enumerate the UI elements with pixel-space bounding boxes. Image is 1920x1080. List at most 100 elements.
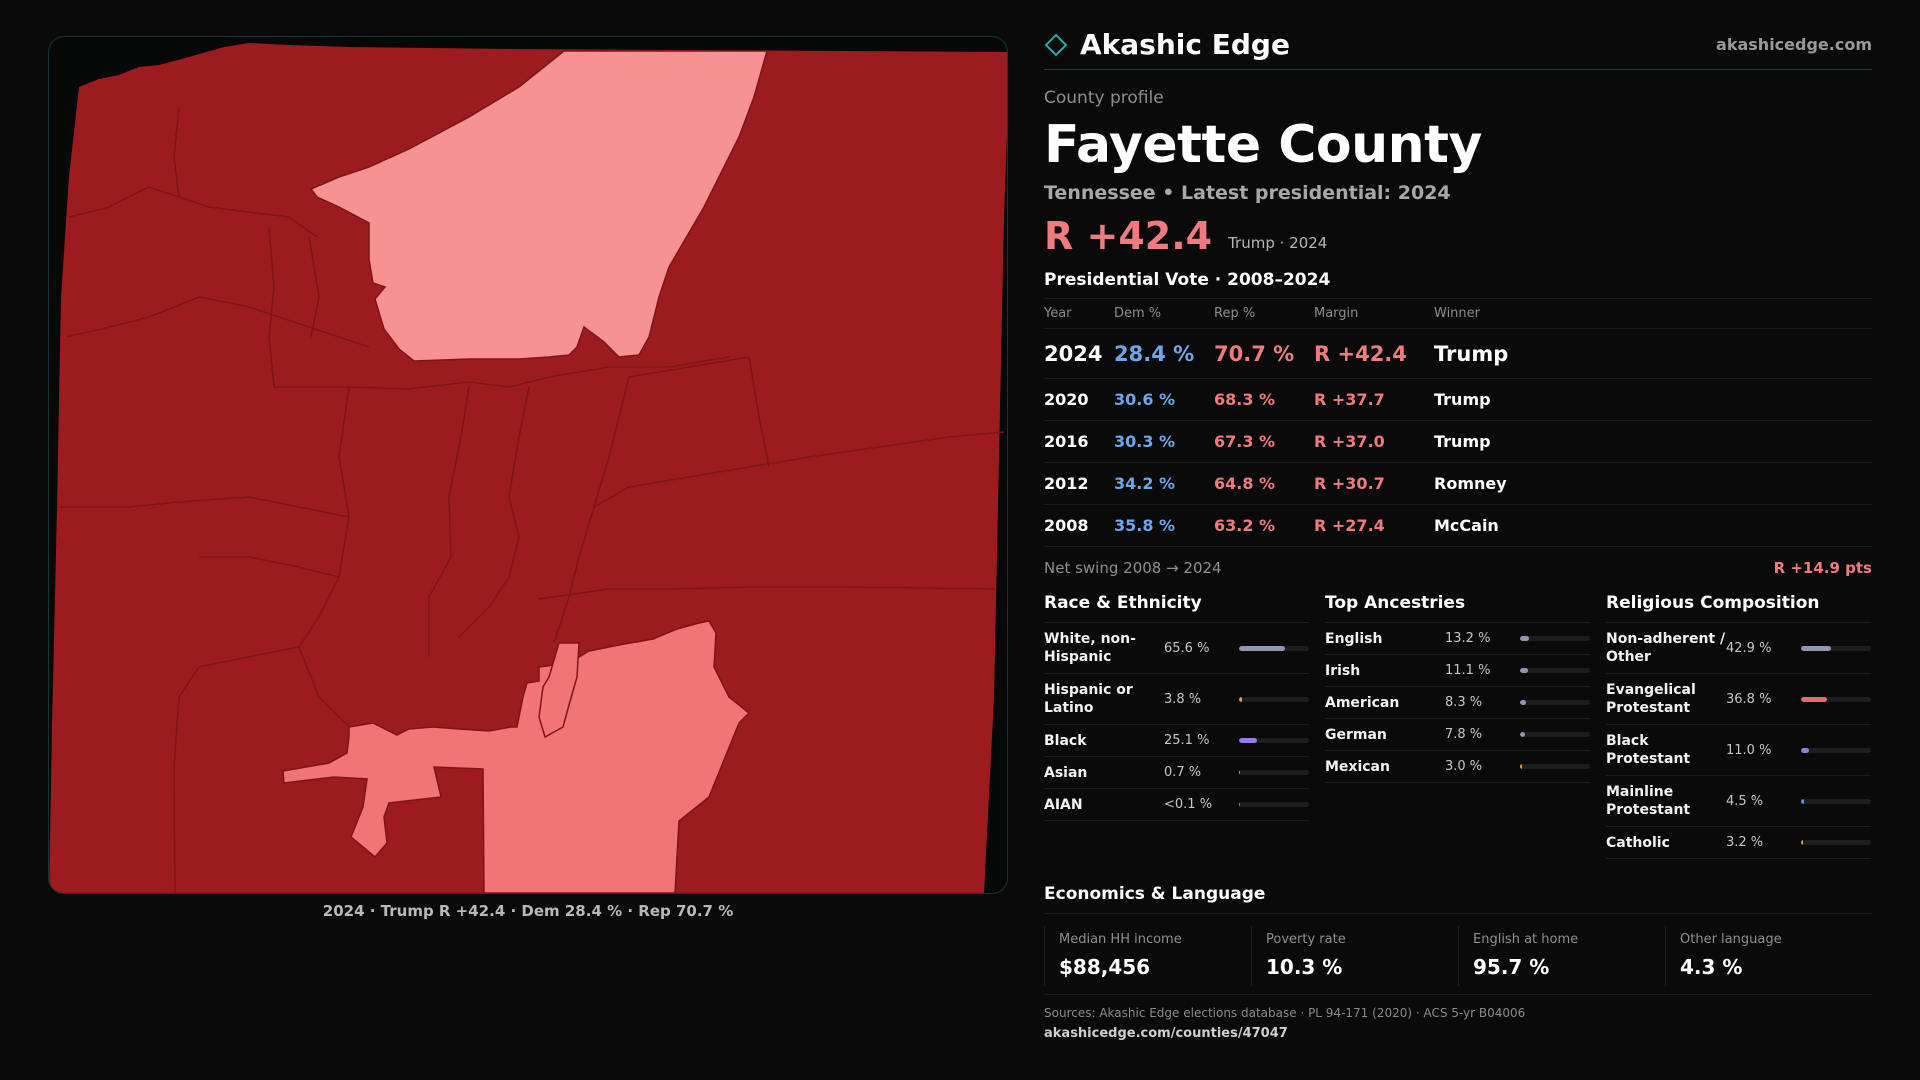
item-value: 3.0 % bbox=[1445, 759, 1483, 774]
item-label: Black Protestant bbox=[1606, 733, 1691, 767]
economics-cards: Median HH income $88,456 Poverty rate 10… bbox=[1044, 926, 1872, 986]
economics-title: Economics & Language bbox=[1044, 884, 1872, 914]
item-bar bbox=[1801, 696, 1871, 702]
cell-margin: R +37.7 bbox=[1314, 378, 1434, 421]
brand-name: Akashic Edge bbox=[1080, 28, 1290, 61]
cell-year: 2012 bbox=[1044, 462, 1114, 505]
item-value: 4.5 % bbox=[1726, 793, 1764, 809]
brand-header: Akashic Edge akashicedge.com bbox=[1044, 28, 1872, 70]
item-label: Mainline Protestant bbox=[1606, 784, 1691, 818]
stat-card-income: Median HH income $88,456 bbox=[1044, 926, 1251, 986]
list-item: Evangelical Protestant 36.8 % bbox=[1606, 674, 1871, 725]
item-bar bbox=[1801, 798, 1871, 804]
table-header-row: Year Dem % Rep % Margin Winner bbox=[1044, 298, 1872, 329]
cell-winner: Trump bbox=[1434, 328, 1872, 379]
list-item: AIAN <0.1 % bbox=[1044, 789, 1309, 821]
page-eyebrow: County profile bbox=[1044, 88, 1164, 108]
item-value: 8.3 % bbox=[1445, 695, 1483, 710]
item-bar-fill bbox=[1239, 696, 1242, 702]
item-value: 3.2 % bbox=[1726, 835, 1764, 850]
stat-value: 10.3 % bbox=[1266, 955, 1343, 979]
list-item: Asian 0.7 % bbox=[1044, 757, 1309, 789]
item-bar-fill bbox=[1801, 747, 1809, 753]
brand-url-link[interactable]: akashicedge.com bbox=[1716, 35, 1872, 54]
net-swing-value: R +14.9 pts bbox=[1773, 559, 1872, 577]
item-value: <0.1 % bbox=[1164, 797, 1213, 812]
item-value: 0.7 % bbox=[1164, 765, 1202, 780]
item-bar-fill bbox=[1801, 696, 1827, 702]
item-value: 36.8 % bbox=[1726, 691, 1772, 707]
stat-label: Other language bbox=[1680, 932, 1782, 947]
list-item: Mexican 3.0 % bbox=[1325, 751, 1590, 783]
list-item: German 7.8 % bbox=[1325, 719, 1590, 751]
item-value: 7.8 % bbox=[1445, 727, 1483, 742]
table-row[interactable]: 2012 34.2 % 64.8 % R +30.7 Romney bbox=[1044, 462, 1872, 505]
item-bar bbox=[1239, 696, 1309, 702]
cell-winner: McCain bbox=[1434, 504, 1872, 547]
precinct-south-strip[interactable] bbox=[538, 642, 580, 739]
county-map-panel[interactable] bbox=[48, 36, 1008, 894]
cell-year: 2024 bbox=[1044, 328, 1114, 379]
demographics-section: Race & Ethnicity White, non-Hispanic 65.… bbox=[1044, 593, 1872, 859]
item-value: 3.8 % bbox=[1164, 691, 1202, 707]
item-bar bbox=[1520, 700, 1590, 705]
cell-winner: Trump bbox=[1434, 378, 1872, 421]
item-bar-fill bbox=[1520, 732, 1526, 737]
county-source-link[interactable]: akashicedge.com/counties/47047 bbox=[1044, 1026, 1288, 1041]
precinct-main-territory[interactable] bbox=[49, 43, 1007, 893]
race-ethnicity-panel: Race & Ethnicity White, non-Hispanic 65.… bbox=[1044, 593, 1309, 859]
precinct-south-lean[interactable] bbox=[282, 620, 751, 893]
item-label: Evangelical Protestant bbox=[1606, 682, 1696, 716]
item-label: Mexican bbox=[1325, 758, 1390, 775]
page-title: Fayette County bbox=[1044, 115, 1482, 175]
item-value: 13.2 % bbox=[1445, 631, 1491, 646]
cell-margin: R +42.4 bbox=[1314, 328, 1434, 379]
item-bar bbox=[1801, 747, 1871, 753]
item-bar-fill bbox=[1801, 645, 1832, 651]
item-bar-fill bbox=[1239, 770, 1241, 775]
headline-margin: R +42.4 Trump · 2024 bbox=[1044, 216, 1872, 256]
margin-subtext: Trump · 2024 bbox=[1228, 234, 1328, 252]
precinct-boundaries bbox=[59, 106, 1005, 893]
item-label: Irish bbox=[1325, 662, 1361, 679]
list-item: Black 25.1 % bbox=[1044, 725, 1309, 757]
item-bar bbox=[1239, 738, 1309, 743]
item-bar-fill bbox=[1520, 668, 1528, 673]
item-bar-fill bbox=[1801, 798, 1805, 804]
column-header-winner: Winner bbox=[1434, 298, 1872, 329]
presidential-vote-table: Year Dem % Rep % Margin Winner 2024 28.4… bbox=[1044, 298, 1872, 547]
cell-winner: Romney bbox=[1434, 462, 1872, 505]
item-bar bbox=[1801, 840, 1871, 845]
stat-value: $88,456 bbox=[1059, 955, 1151, 979]
table-row[interactable]: 2024 28.4 % 70.7 % R +42.4 Trump bbox=[1044, 328, 1872, 379]
table-row[interactable]: 2008 35.8 % 63.2 % R +27.4 McCain bbox=[1044, 504, 1872, 547]
table-row[interactable]: 2020 30.6 % 68.3 % R +37.7 Trump bbox=[1044, 378, 1872, 421]
item-bar bbox=[1239, 802, 1309, 807]
cell-year: 2016 bbox=[1044, 420, 1114, 463]
county-profile-panel: Akashic Edge akashicedge.com County prof… bbox=[1044, 28, 1872, 859]
list-item: American 8.3 % bbox=[1325, 687, 1590, 719]
item-bar bbox=[1520, 764, 1590, 769]
item-bar bbox=[1801, 645, 1871, 651]
list-item: Non-adherent / Other 42.9 % bbox=[1606, 623, 1871, 674]
cell-rep: 63.2 % bbox=[1214, 504, 1314, 547]
religious-composition-title: Religious Composition bbox=[1606, 593, 1871, 623]
stat-label: English at home bbox=[1473, 932, 1579, 947]
item-label: White, non-Hispanic bbox=[1044, 631, 1136, 665]
cell-margin: R +30.7 bbox=[1314, 462, 1434, 505]
table-row[interactable]: 2016 30.3 % 67.3 % R +37.0 Trump bbox=[1044, 420, 1872, 463]
precinct-north-light[interactable] bbox=[309, 50, 768, 362]
item-bar-fill bbox=[1520, 700, 1526, 705]
religious-composition-panel: Religious Composition Non-adherent / Oth… bbox=[1606, 593, 1871, 859]
county-precinct-map[interactable] bbox=[49, 37, 1007, 893]
item-label: American bbox=[1325, 694, 1400, 711]
list-item: English 13.2 % bbox=[1325, 623, 1590, 655]
race-ethnicity-title: Race & Ethnicity bbox=[1044, 593, 1309, 623]
list-item: Irish 11.1 % bbox=[1325, 655, 1590, 687]
cell-rep: 70.7 % bbox=[1214, 328, 1314, 379]
cell-dem: 35.8 % bbox=[1114, 504, 1214, 547]
item-bar bbox=[1239, 645, 1309, 651]
cell-dem: 30.6 % bbox=[1114, 378, 1214, 421]
cell-rep: 68.3 % bbox=[1214, 378, 1314, 421]
cell-year: 2008 bbox=[1044, 504, 1114, 547]
